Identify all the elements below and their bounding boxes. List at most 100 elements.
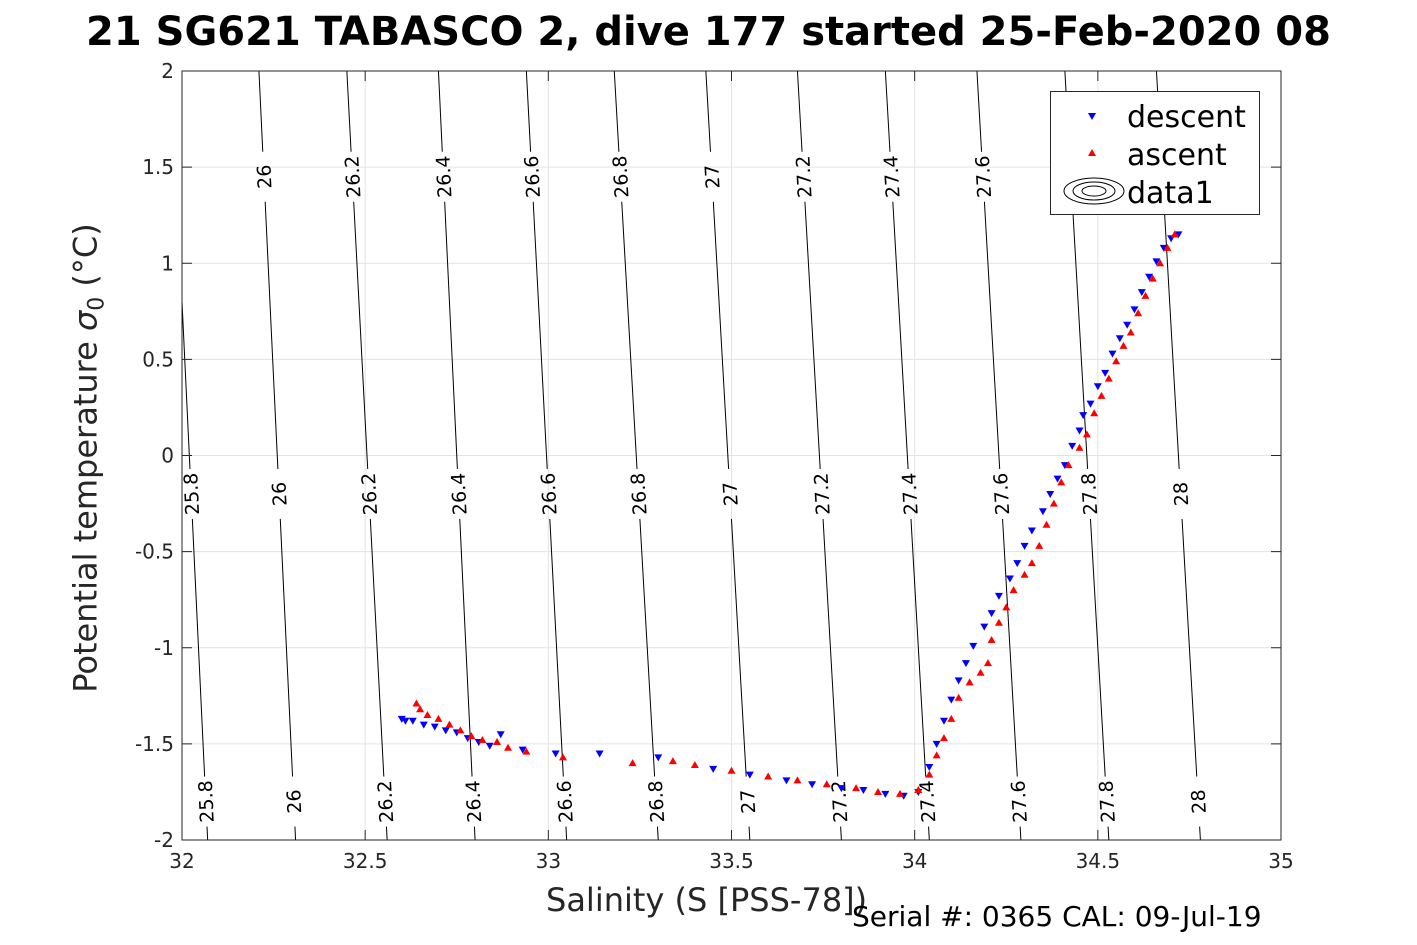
ascent-point xyxy=(423,711,432,719)
descent-point xyxy=(518,746,527,754)
descent-point xyxy=(939,717,948,725)
contour-label: 27 xyxy=(701,164,724,189)
contour-label: 27.4 xyxy=(916,780,940,823)
contour-line xyxy=(705,70,711,152)
contour-line xyxy=(1019,826,1022,841)
y-axis-label: Potential temperature σ0 (°C) xyxy=(66,223,109,692)
ascent-point xyxy=(1112,357,1121,365)
contour-line xyxy=(639,518,656,777)
ascent-point xyxy=(1148,274,1157,282)
ascent-point xyxy=(1002,603,1011,611)
ascent-point xyxy=(947,714,956,722)
ascent-point xyxy=(456,726,465,734)
contour-line xyxy=(444,201,458,469)
ascent-point xyxy=(1009,586,1018,594)
descent-point xyxy=(954,677,963,685)
contour-line xyxy=(1181,518,1198,777)
descent-point xyxy=(401,717,410,725)
ascent-point xyxy=(1027,559,1036,567)
ascent-point xyxy=(954,693,963,701)
y-tick-label: 0 xyxy=(161,444,174,468)
descent-point xyxy=(1020,542,1029,550)
x-tick-label: 34.5 xyxy=(1076,849,1121,873)
descent-point xyxy=(1046,490,1055,498)
ascent-point xyxy=(412,699,421,707)
contour-line xyxy=(206,826,209,841)
ascent-point xyxy=(976,668,985,676)
contour-label: 25.8 xyxy=(195,780,219,823)
ascent-point xyxy=(1170,230,1179,238)
legend-label-data1: data1 xyxy=(1127,176,1214,211)
contour-line xyxy=(621,201,638,469)
descent-point xyxy=(987,610,996,618)
x-tick-label: 33.5 xyxy=(709,849,754,873)
ascent-point xyxy=(965,678,974,686)
x-tick-label: 32.5 xyxy=(343,849,388,873)
descent-point xyxy=(1086,400,1095,408)
contour-label: 28 xyxy=(1188,789,1211,814)
ascent-point xyxy=(1042,520,1051,528)
ascent-point xyxy=(793,776,802,784)
contour-label: 27.4 xyxy=(880,155,904,198)
contour-label: 26.8 xyxy=(609,155,633,198)
ascent-point xyxy=(983,659,992,667)
contour-line xyxy=(712,201,730,469)
contour-label: 27.6 xyxy=(1008,780,1032,823)
contour-line xyxy=(532,201,548,469)
descent-point xyxy=(709,765,718,773)
contour-line xyxy=(279,518,294,777)
ascent-point xyxy=(493,737,502,745)
descent-point xyxy=(1159,244,1168,252)
legend-item-ascent: ascent xyxy=(1051,136,1259,174)
ascent-point xyxy=(1141,291,1150,299)
descent-point xyxy=(961,660,970,668)
contour-label: 27.6 xyxy=(990,472,1014,515)
ascent-point xyxy=(852,784,861,792)
contour-line xyxy=(1089,518,1106,777)
y-axis-label-unit: (°C) xyxy=(66,223,105,297)
contour-line xyxy=(473,826,476,841)
ascent-point xyxy=(1126,328,1135,336)
contour-line xyxy=(565,826,568,841)
descent-point xyxy=(837,785,846,793)
x-tick-label: 32 xyxy=(169,849,194,873)
contour-line xyxy=(353,201,369,469)
descent-point xyxy=(1093,383,1102,391)
contour-label: 25.8 xyxy=(180,472,204,515)
ascent-marker-icon xyxy=(1088,149,1096,156)
contour-line xyxy=(1199,826,1201,841)
descent-point xyxy=(1137,289,1146,297)
ascent-point xyxy=(994,618,1003,626)
descent-marker-icon xyxy=(1088,113,1096,120)
y-tick-label: 0.5 xyxy=(142,347,174,371)
contour-label: 27.8 xyxy=(1078,472,1102,515)
contour-label: 26.6 xyxy=(537,472,561,515)
ascent-point xyxy=(1049,499,1058,507)
legend-label-ascent: ascent xyxy=(1127,138,1227,173)
contour-line xyxy=(385,826,388,841)
contour-label: 26 xyxy=(283,789,306,814)
ascent-point xyxy=(1163,243,1172,251)
ascent-point xyxy=(1020,570,1029,578)
contour-label: 26.4 xyxy=(432,155,456,198)
y-tick-label: 1.5 xyxy=(142,155,174,179)
ascent-point xyxy=(668,757,677,765)
data-series xyxy=(397,230,1183,800)
contour-label: 26.4 xyxy=(462,780,486,823)
descent-point xyxy=(397,715,406,723)
ascent-point xyxy=(1097,391,1106,399)
descent-point xyxy=(1038,508,1047,516)
descent-point xyxy=(595,750,604,758)
ascent-point xyxy=(764,772,773,780)
contour-line xyxy=(181,301,191,469)
contour-line xyxy=(748,826,751,841)
contour-line xyxy=(1071,201,1089,469)
ascent-point xyxy=(628,759,637,767)
descent-point xyxy=(1174,231,1183,239)
ascent-point xyxy=(822,780,831,788)
contour-label: 26 xyxy=(269,481,292,506)
descent-point xyxy=(969,642,978,650)
legend-item-descent: descent xyxy=(1051,98,1259,136)
y-tick-label: -1.5 xyxy=(135,732,174,756)
ascent-point xyxy=(522,747,531,755)
